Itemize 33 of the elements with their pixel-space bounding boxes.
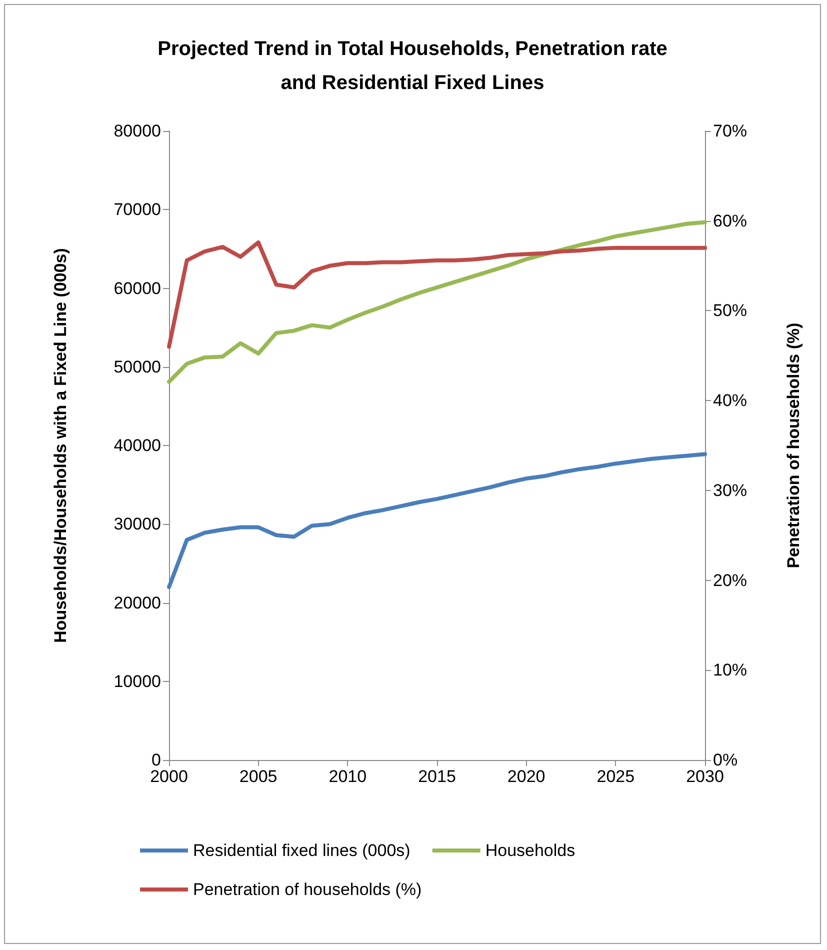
y-tick-label: 70000 — [114, 200, 161, 220]
y2-tick-label: 30% — [713, 480, 748, 500]
y2-tick-label: 40% — [713, 391, 748, 410]
y-tick-label: 40000 — [114, 436, 161, 455]
legend-label: Residential fixed lines (000s) — [193, 841, 410, 860]
x-tick-label: 2005 — [239, 767, 278, 786]
y2-tick-label: 0% — [713, 750, 738, 770]
line-series — [167, 452, 707, 590]
y-tick-label: 80000 — [114, 122, 161, 140]
y-axis-title: Households/Households with a Fixed Line (000s) — [51, 248, 70, 643]
line-series — [167, 220, 707, 384]
x-tick-label: 2000 — [150, 767, 188, 786]
x-tick-label: 2030 — [686, 767, 724, 786]
y-tick-label: 20000 — [114, 593, 161, 612]
x-tick-label: 2025 — [596, 767, 635, 786]
y-tick-label: 60000 — [114, 278, 161, 298]
x-tick-label: 2020 — [507, 767, 546, 786]
y2-tick-label: 60% — [713, 211, 748, 230]
y2-tick-label: 70% — [713, 122, 748, 140]
chart-title: Projected Trend in Total Households, Penetration rate and Residential Fixed Lines — [158, 38, 668, 94]
x-tick-label: 2015 — [418, 767, 456, 786]
y-tick-label: 50000 — [114, 357, 161, 376]
y2-axis-title: Penetration of households (%) — [784, 322, 803, 568]
legend-label: Households — [485, 841, 576, 860]
y-tick-label: 10000 — [114, 672, 161, 691]
y2-tick-label: 50% — [713, 301, 748, 320]
y-tick-label: 0 — [152, 750, 161, 770]
y-tick-label: 30000 — [114, 514, 161, 534]
legend-label: Penetration of households (%) — [193, 880, 422, 899]
line-series — [167, 240, 707, 349]
y2-tick-label: 10% — [713, 660, 748, 680]
y2-tick-label: 20% — [713, 570, 748, 590]
x-tick-label: 2010 — [328, 767, 367, 786]
